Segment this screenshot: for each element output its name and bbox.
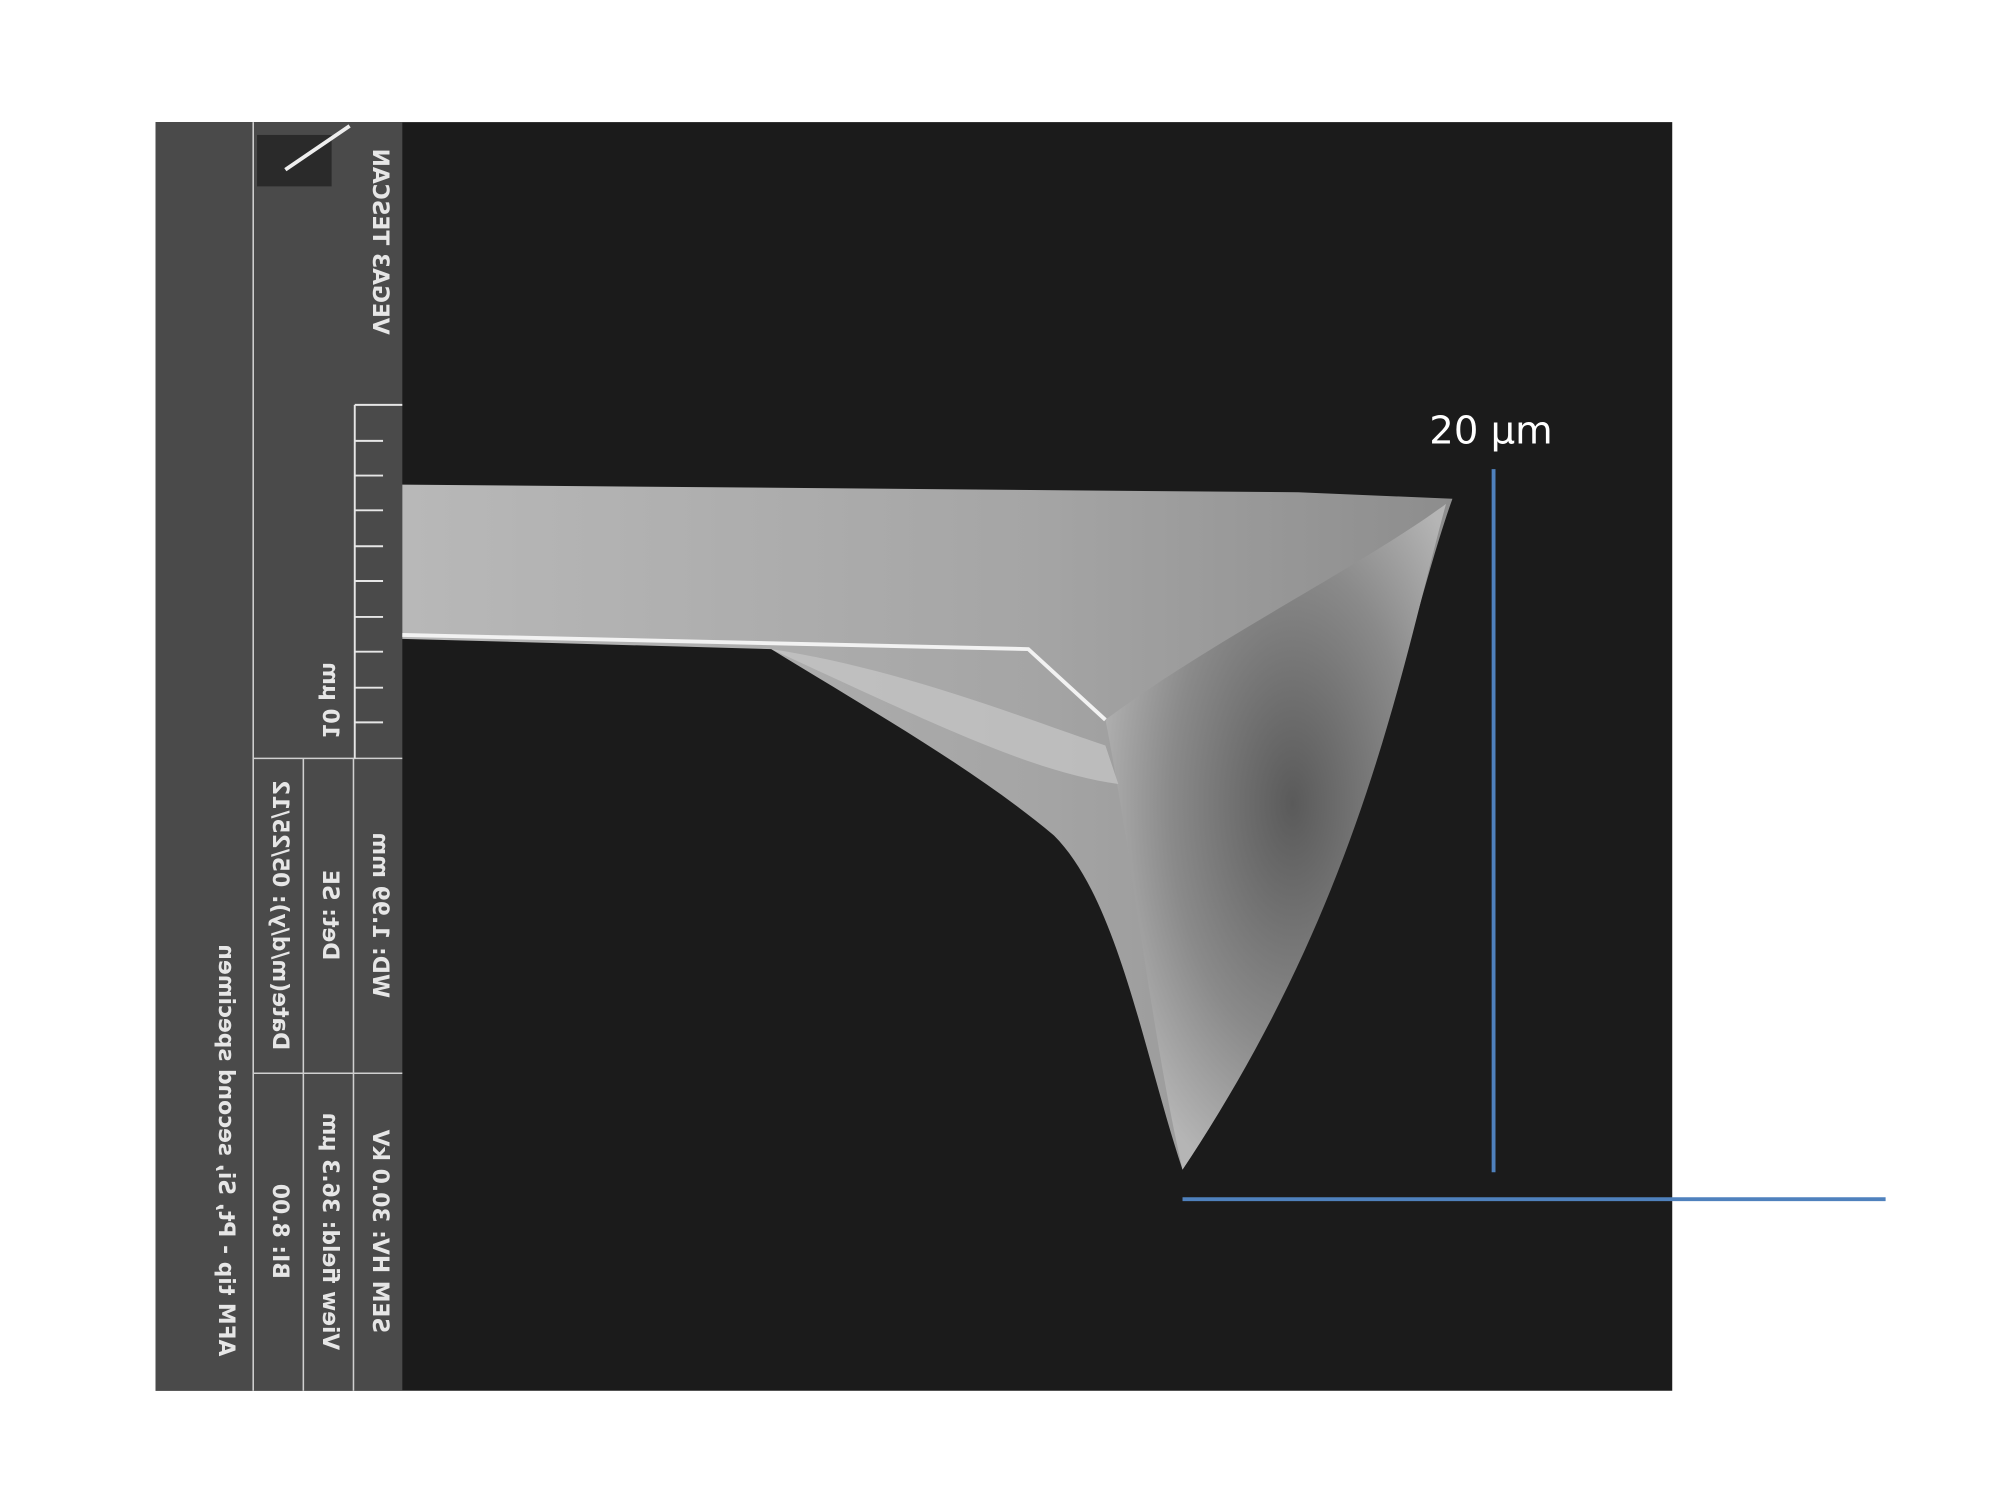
- hv: SEM HV: 30.0 kV: [367, 1130, 392, 1334]
- sem-image: [155, 122, 1673, 1391]
- brand: VEGA3 TESCAN: [367, 149, 392, 335]
- bi: BI: 8.00: [267, 1184, 292, 1279]
- date: Date(m/d/y): 05/25/12: [267, 780, 292, 1050]
- edge-highlight: [402, 633, 1107, 722]
- scale-label: 10 µm: [317, 662, 342, 739]
- logo-mark: [284, 124, 351, 172]
- tip-facet: [771, 649, 1119, 785]
- logo: [257, 134, 332, 187]
- tip: [1105, 503, 1447, 1170]
- scale-bar: [353, 403, 403, 759]
- detector: Det: SE: [317, 870, 342, 960]
- info-panel: [155, 122, 403, 1391]
- horizontal-scale-label: 20 µm: [1753, 1139, 1876, 1184]
- vertical-scale-label: 20 µm: [1429, 409, 1552, 454]
- wd: WD: 1.99 mm: [367, 832, 392, 998]
- panel-grid: [252, 122, 403, 1391]
- view-field: View field: 36.3 µm: [317, 1113, 342, 1350]
- description: AFM tip - Pt, Si, second specimen: [213, 944, 238, 1356]
